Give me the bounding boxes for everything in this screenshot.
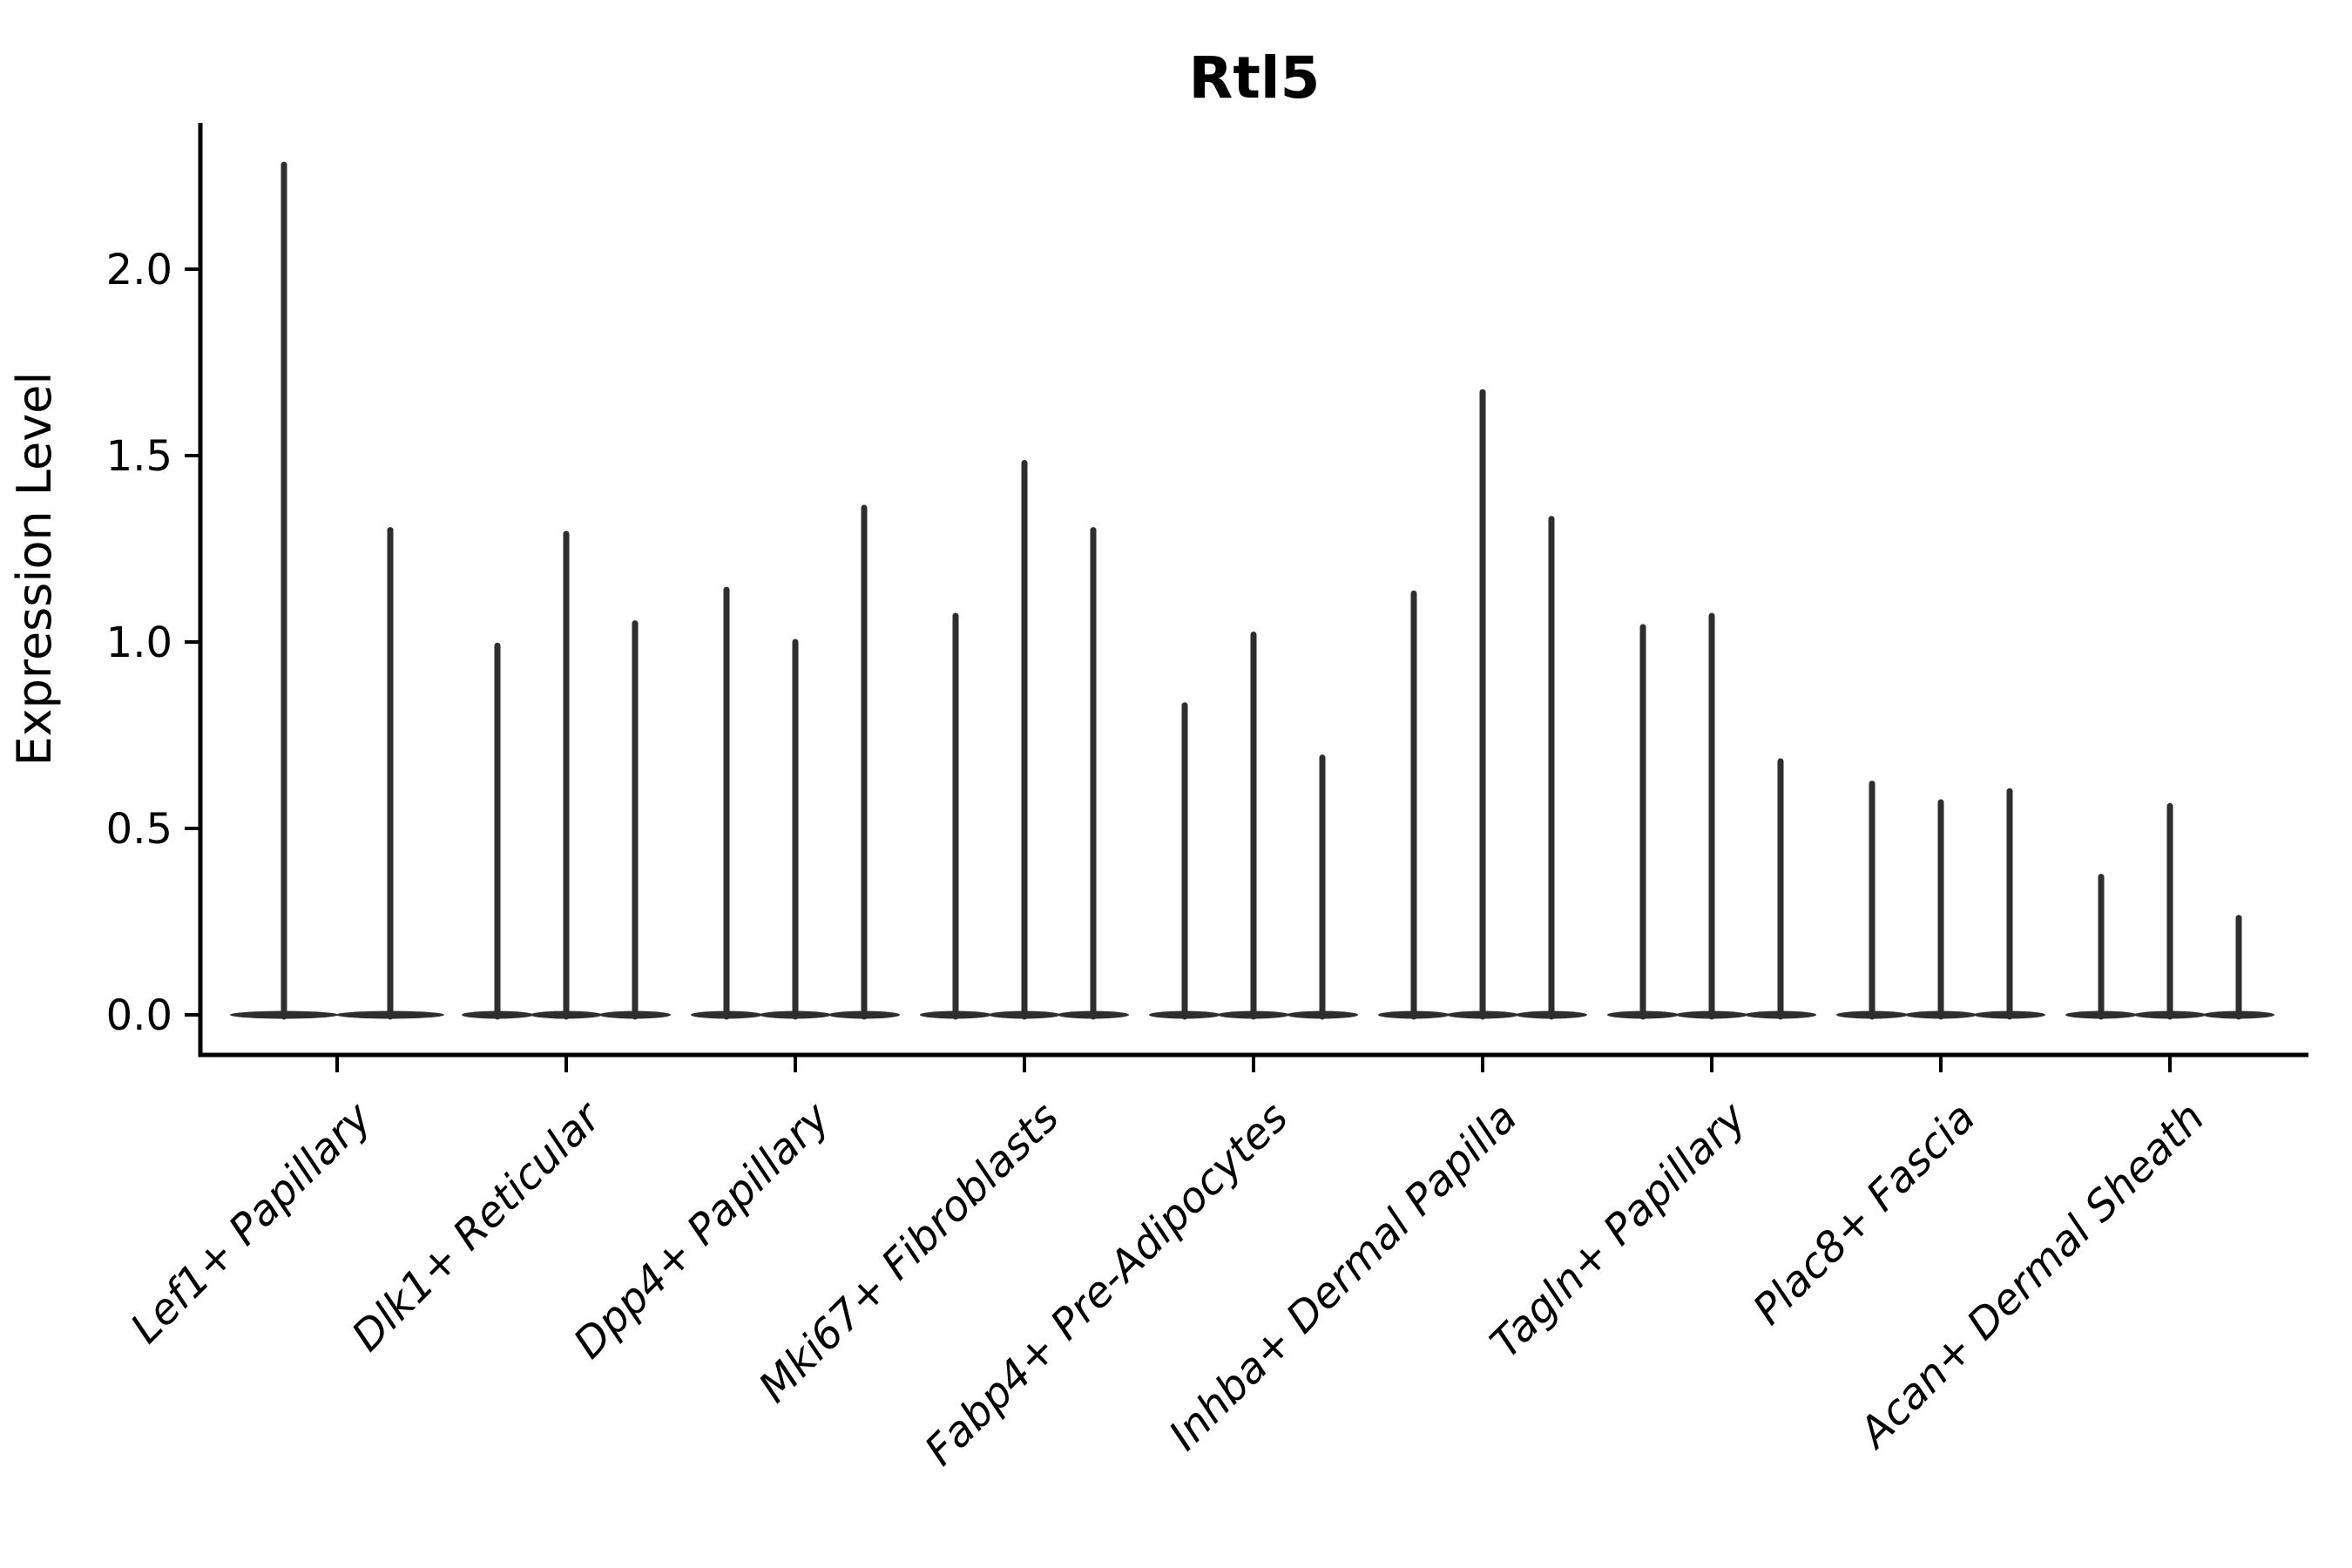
violin-group (1607, 612, 1816, 1020)
y-tick-label: 0.0 (106, 991, 172, 1040)
violin-group (691, 504, 900, 1020)
y-tick-label: 0.5 (106, 805, 172, 854)
y-tick-label: 2.0 (106, 246, 172, 294)
violin-series (230, 161, 2274, 1020)
violin-group (1836, 781, 2045, 1020)
violin-group (1378, 389, 1587, 1020)
y-axis-label: Expression Level (7, 372, 62, 767)
x-tick-label: Lef1+ Papillary (121, 1092, 382, 1353)
chart-title: Rtl5 (1189, 44, 1321, 112)
violin-group (920, 460, 1129, 1020)
x-tick-label: Tagln+ Papillary (1481, 1092, 1756, 1368)
y-tick-label: 1.5 (106, 432, 172, 481)
violin-group (462, 531, 671, 1020)
violin-group (230, 161, 444, 1020)
x-tick-label: Dpp4+ Papillary (564, 1092, 840, 1368)
violin-group (1149, 631, 1358, 1020)
axes-spines (198, 123, 2308, 1058)
x-tick-label: Dlk1+ Reticular (342, 1092, 612, 1362)
x-tick-label: Plac8+ Fascia (1744, 1093, 1985, 1335)
y-tick-label: 1.0 (106, 618, 172, 667)
x-tick-label: Fabp4+ Pre-Adipocytes (916, 1093, 1298, 1476)
violin-group (2065, 802, 2274, 1020)
y-axis-ticks: 0.0 0.5 1.0 1.5 2.0 (106, 246, 199, 1040)
